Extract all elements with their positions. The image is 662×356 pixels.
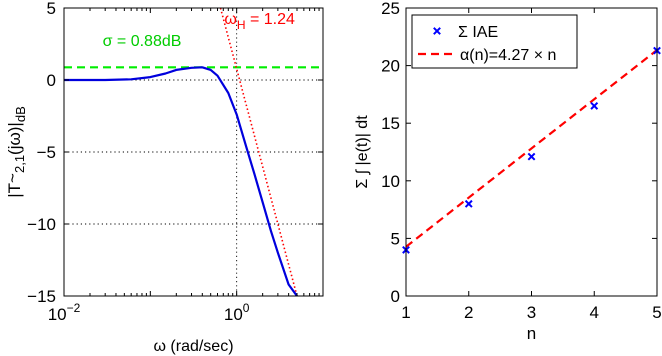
data-point: [464, 199, 473, 208]
x-tick-label: 1: [401, 303, 410, 322]
magnitude-plot: −15 −10 −5 0 5 10−2 100 ω (rad/sec) |T~2,1(jω)|d…: [3, 0, 324, 355]
legend-label: Σ IAE: [458, 24, 498, 41]
plot-area: [64, 8, 323, 296]
y-tick-label: −5: [37, 143, 56, 162]
omega-h-annotation: ωH = 1.24: [224, 11, 295, 32]
magnitude-curve: [64, 66, 298, 296]
x-tick-label: 3: [527, 303, 536, 322]
y-tick-label: 5: [391, 229, 400, 248]
y-axis-label: |T~2,1(jω)|dB: [3, 106, 28, 198]
y-tick-label: 20: [381, 57, 400, 76]
iae-plot: 0 5 10 15 20 25 1 2 3 4 5 n Σ ∫ |e(t)| dt Σ IAE α(n)=4…: [354, 0, 662, 343]
y-tick-label: 5: [47, 0, 56, 18]
legend-box: [411, 14, 578, 69]
fit-line: [406, 49, 657, 248]
x-tick-label: 2: [464, 303, 473, 322]
data-point: [590, 102, 599, 110]
x-tick-label: 4: [590, 303, 599, 322]
y-tick-label: 0: [391, 287, 400, 306]
y-tick-label: 10: [381, 172, 400, 191]
x-axis-label: ω (rad/sec): [153, 338, 233, 355]
sigma-annotation: σ = 0.88dB: [103, 33, 182, 50]
legend-label: α(n)=4.27 × n: [460, 47, 556, 64]
y-tick-label: 25: [381, 0, 400, 18]
y-tick-label: 15: [381, 114, 400, 133]
y-tick-label: −15: [27, 287, 56, 306]
y-axis-label: Σ ∫ |e(t)| dt: [354, 115, 371, 189]
legend: Σ IAE α(n)=4.27 × n: [411, 14, 578, 69]
x-tick-label: 5: [652, 303, 661, 322]
y-tick-label: 0: [47, 71, 56, 90]
x-tick-label: 10−2: [48, 301, 81, 324]
y-tick-label: −10: [27, 215, 56, 234]
asymptote-line: [219, 8, 298, 296]
data-point: [527, 152, 536, 161]
x-tick-label: 100: [224, 301, 250, 324]
x-axis-label: n: [527, 324, 536, 343]
legend-marker: [433, 27, 441, 35]
plot-area: [406, 49, 657, 248]
